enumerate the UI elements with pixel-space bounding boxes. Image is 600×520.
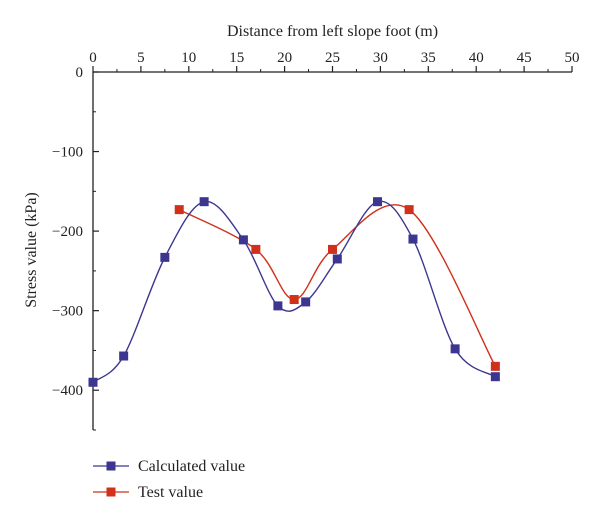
series-line: [178, 204, 496, 367]
data-point: [251, 244, 261, 254]
series-layer: [88, 197, 500, 387]
y-tick-label: −300: [52, 304, 83, 320]
series-calculated: [88, 197, 500, 387]
x-tick-label: 20: [277, 50, 292, 66]
x-tick-label: 35: [421, 50, 436, 66]
x-axis-title: Distance from left slope foot (m): [227, 23, 438, 40]
x-tick-label: 10: [181, 50, 196, 66]
x-tick-label: 25: [325, 50, 340, 66]
y-tick-label: −400: [52, 383, 83, 399]
data-point: [289, 295, 299, 305]
legend-label: Test value: [138, 484, 203, 501]
data-point: [328, 244, 337, 254]
data-point: [490, 372, 500, 382]
data-point: [450, 344, 460, 354]
x-tick-label: 40: [469, 50, 484, 66]
x-tick-label: 15: [229, 50, 244, 66]
x-tick-label: 50: [565, 50, 580, 66]
y-tick-label: 0: [76, 65, 84, 81]
data-point: [174, 205, 184, 215]
data-point: [301, 297, 311, 307]
x-tick-label: 30: [373, 50, 388, 66]
data-point: [199, 197, 209, 207]
legend-label: Calculated value: [138, 458, 245, 475]
axes: 0 5 10 15 20 25 30 35 40 45 50 0 −100 −200 −300 −400: [52, 50, 580, 431]
x-ticks: 0 5 10 15 20 25 30 35 40 45 50: [89, 50, 580, 72]
series-test: [174, 204, 500, 371]
y-tick-label: −200: [52, 224, 83, 240]
data-point: [490, 361, 500, 371]
data-point: [408, 234, 418, 244]
y-axis-title: Stress value (kPa): [23, 192, 40, 308]
y-ticks: 0 −100 −200 −300 −400: [52, 65, 99, 431]
data-point: [238, 235, 248, 245]
data-point: [373, 197, 383, 207]
legend-item-calculated: Calculated value: [93, 458, 245, 475]
legend-item-test: Test value: [93, 484, 203, 501]
series-line: [92, 200, 496, 383]
y-tick-label: −100: [52, 145, 83, 161]
data-point: [160, 252, 170, 262]
data-point: [332, 254, 342, 264]
data-point: [404, 205, 414, 215]
x-tick-label: 45: [517, 50, 532, 66]
data-point: [88, 377, 98, 387]
x-tick-label: 5: [137, 50, 145, 66]
x-tick-label: 0: [89, 50, 97, 66]
legend-swatch-marker: [106, 487, 116, 497]
legend-swatch-marker: [106, 461, 116, 471]
data-point: [273, 301, 283, 311]
data-point: [119, 351, 129, 361]
legend: Calculated value Test value: [93, 458, 245, 501]
